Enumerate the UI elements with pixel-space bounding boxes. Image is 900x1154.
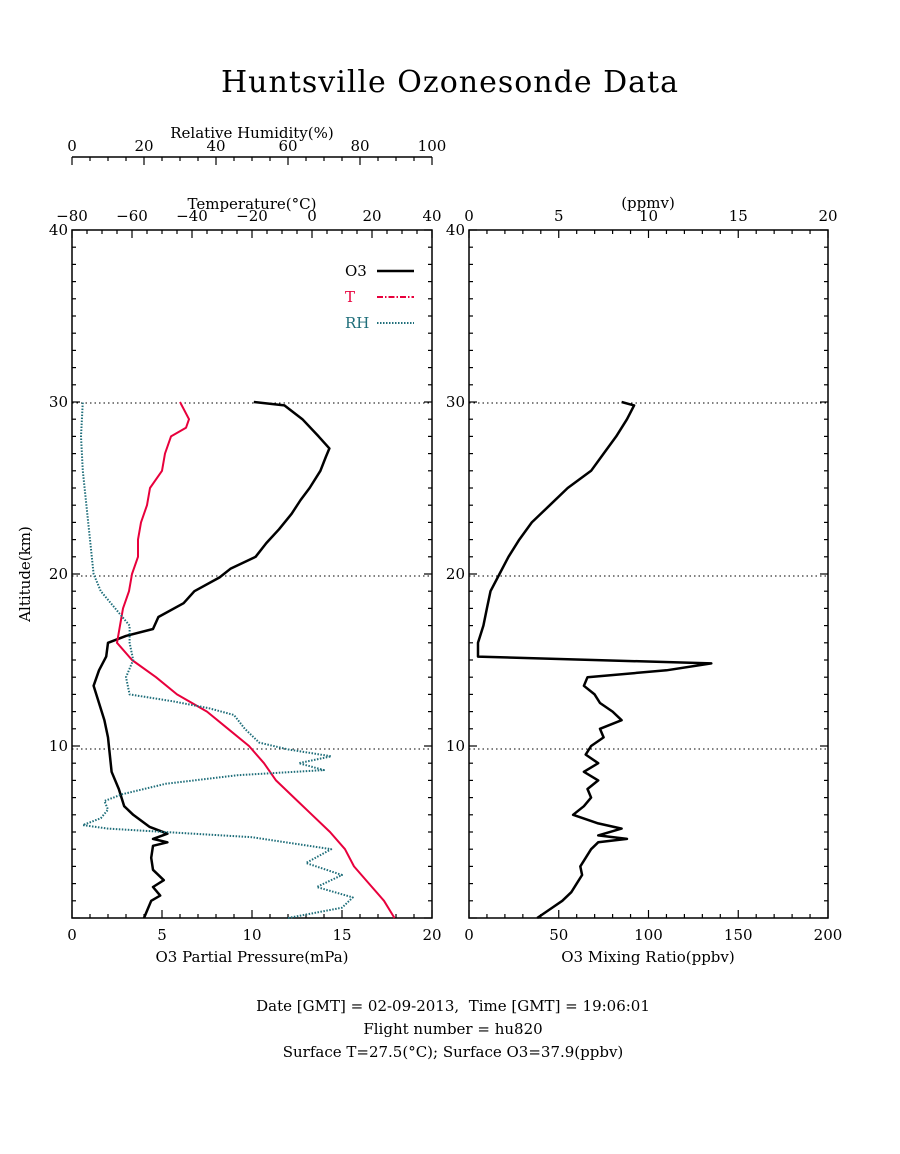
right-axis-ticks: 0 50 100 150 200 0 5 10 15 20 10 20 30 40 [446, 207, 842, 944]
right-panel: 0 50 100 150 200 0 5 10 15 20 10 20 30 40 (ppmv) O3 M… [446, 194, 842, 966]
footer-flight-number: Flight number = hu820 [363, 1020, 542, 1038]
o3-pressure-axis-tick-label: 10 [242, 926, 261, 944]
mixing-ratio-axis-tick-label: 100 [634, 926, 663, 944]
rh-axis-tick-label: 80 [350, 137, 369, 155]
left-plot-frame [71, 229, 433, 919]
mixing-ratio-axis-tick-label: 50 [549, 926, 568, 944]
rh-axis-label: Relative Humidity(%) [170, 124, 333, 142]
o3-pressure-axis-tick-label: 15 [332, 926, 351, 944]
rh-axis-tick-label: 100 [418, 137, 447, 155]
left-altitude-axis-tick-label: 20 [49, 565, 68, 583]
series-o3-line [92, 400, 331, 919]
legend-label-rh: RH [345, 314, 369, 332]
temperature-axis-tick-label: −60 [116, 207, 148, 225]
series-rh-line [80, 401, 354, 919]
right-series-layer [476, 400, 713, 920]
ppmv-axis-tick-label: 5 [554, 207, 564, 225]
chart-title: Huntsville Ozonesonde Data [221, 65, 679, 100]
footer-date-time: Date [GMT] = 02-09-2013, Time [GMT] = 19… [256, 997, 650, 1015]
rh-axis-tick-label: 40 [206, 137, 225, 155]
right-plot-frame [468, 229, 829, 919]
altitude-axis-label: Altitude(km) [16, 526, 34, 623]
left-altitude-axis-tick-label: 10 [49, 737, 68, 755]
ppmv-axis-tick-label: 15 [729, 207, 748, 225]
o3-pressure-axis-tick-label: 5 [157, 926, 167, 944]
rh-axis-tick-label: 60 [278, 137, 297, 155]
temperature-axis-tick-label: 40 [422, 207, 441, 225]
right-altitude-axis-tick-label: 30 [446, 393, 465, 411]
temperature-axis-label: Temperature(°C) [188, 195, 317, 213]
mixing-ratio-axis-tick-label: 150 [724, 926, 753, 944]
temperature-axis-tick-label: −40 [176, 207, 208, 225]
right-altitude-axis-tick-label: 40 [446, 221, 465, 239]
legend-label-o3: O3 [345, 262, 367, 280]
temperature-axis-tick-label: −20 [236, 207, 268, 225]
series-t-line [116, 401, 396, 919]
footer-surface-values: Surface T=27.5(°C); Surface O3=37.9(ppbv… [283, 1043, 624, 1061]
ppmv-axis-tick-label: 10 [639, 207, 658, 225]
left-axis-ticks: 0 5 10 15 20 −80 −60 −40 −20 0 20 40 0 20 40 60 80 100 10 2… [49, 137, 446, 944]
ppmv-axis-tick-label: 20 [818, 207, 837, 225]
left-altitude-axis-tick-label: 40 [49, 221, 68, 239]
mixing-ratio-axis-tick-label: 200 [814, 926, 843, 944]
temperature-axis-tick-label: 20 [362, 207, 381, 225]
legend-label-t: T [345, 288, 355, 306]
left-altitude-axis-tick-label: 30 [49, 393, 68, 411]
o3-mixing-ratio-axis-label: O3 Mixing Ratio(ppbv) [561, 948, 734, 966]
mixing-ratio-axis-tick-label: 0 [464, 926, 474, 944]
o3-partial-pressure-axis-label: O3 Partial Pressure(mPa) [155, 948, 348, 966]
series-o3-mixing-ratio-line [476, 400, 713, 920]
ppmv-axis-tick-label: 0 [464, 207, 474, 225]
temperature-axis-tick-label: −80 [56, 207, 88, 225]
temperature-axis-tick-label: 0 [307, 207, 317, 225]
rh-axis-tick-label: 20 [134, 137, 153, 155]
right-altitude-axis-tick-label: 20 [446, 565, 465, 583]
ppmv-axis-label: (ppmv) [621, 194, 675, 212]
rh-axis-tick-label: 0 [67, 137, 77, 155]
right-altitude-axis-tick-label: 10 [446, 737, 465, 755]
o3-pressure-axis-tick-label: 20 [422, 926, 441, 944]
o3-pressure-axis-tick-label: 0 [67, 926, 77, 944]
left-series-layer [80, 400, 396, 919]
left-panel: 0 5 10 15 20 −80 −60 −40 −20 0 20 40 0 20 40 60 80 100 10 2… [16, 124, 446, 966]
